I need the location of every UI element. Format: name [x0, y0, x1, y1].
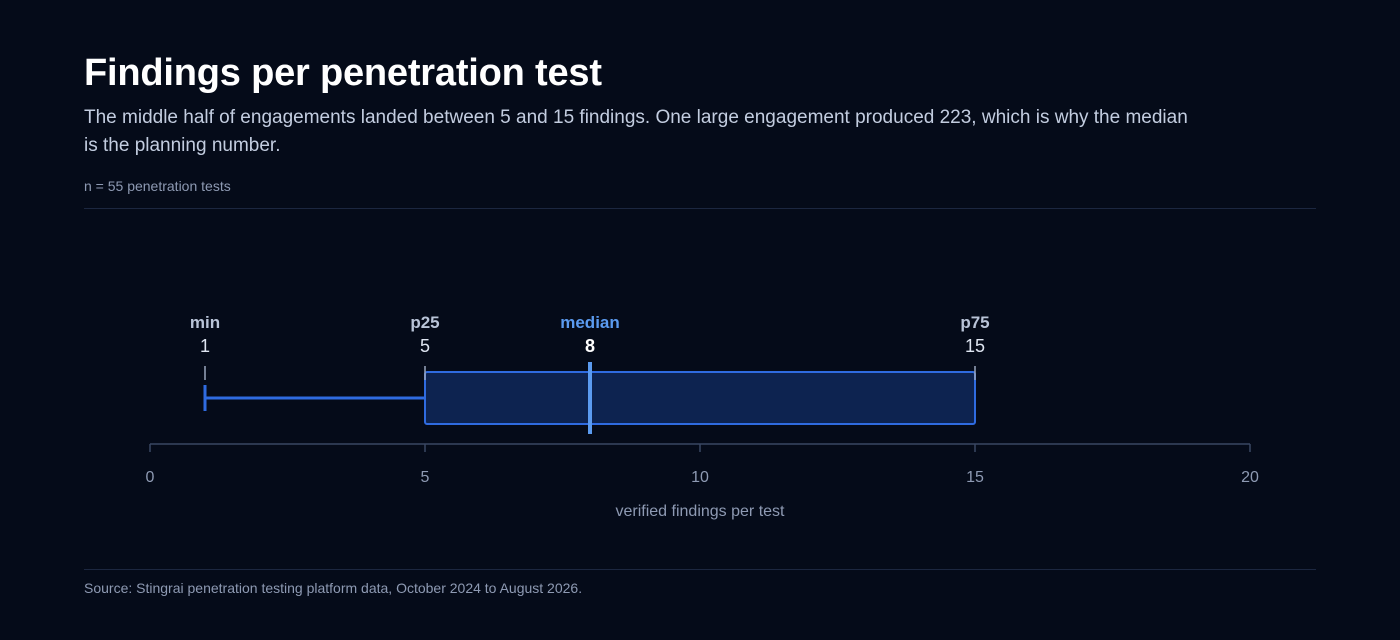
- x-tick-label-15: 15: [966, 469, 984, 486]
- stat-value-median: 8: [585, 336, 595, 356]
- source-note: Source: Stingrai penetration testing pla…: [84, 580, 583, 596]
- header-divider: [84, 208, 1316, 209]
- stat-label-p25: p25: [410, 313, 439, 332]
- chart-subtitle: The middle half of engagements landed be…: [84, 107, 1188, 156]
- chart-title: Findings per penetration test: [84, 52, 602, 94]
- box-plot: [203, 362, 976, 434]
- stat-label-median: median: [560, 313, 620, 332]
- x-tick-label-5: 5: [421, 469, 430, 486]
- x-axis-label: verified findings per test: [616, 503, 786, 520]
- stat-value-min: 1: [200, 336, 210, 356]
- sample-size-note: n = 55 penetration tests: [84, 178, 231, 194]
- chart-page: Findings per penetration test The middle…: [84, 0, 1316, 640]
- stat-label-p75: p75: [960, 313, 989, 332]
- stat-label-min: min: [190, 313, 220, 332]
- x-tick-label-10: 10: [691, 469, 709, 486]
- iqr-box: [424, 371, 976, 425]
- x-tick-label-20: 20: [1241, 469, 1259, 486]
- stat-value-p75: 15: [965, 336, 985, 356]
- stat-value-p25: 5: [420, 336, 430, 356]
- stat-labels: min 1 p25 5 median 8 p75 15: [190, 313, 990, 380]
- x-tick-label-0: 0: [146, 469, 155, 486]
- footer-divider: [84, 569, 1316, 570]
- x-axis: 0 5 10 15 20: [146, 443, 1259, 486]
